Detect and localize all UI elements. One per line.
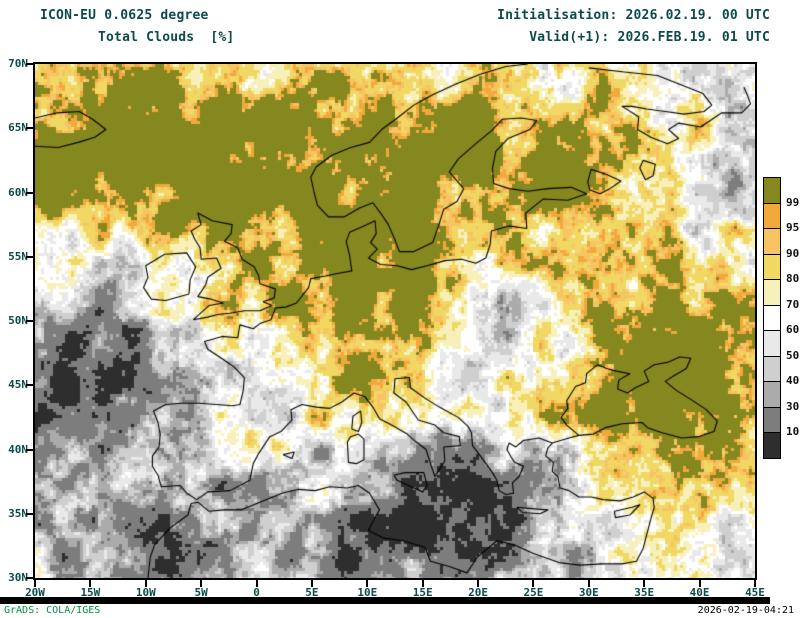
- lon-tick-mark: [144, 580, 147, 587]
- lon-tick-mark: [421, 580, 424, 587]
- lat-tick-mark: [26, 127, 33, 130]
- colorbar-tick-label: 40: [786, 374, 800, 387]
- lat-tick-label: 30N: [8, 571, 28, 584]
- lon-tick-label: 5W: [194, 586, 208, 599]
- grads-credit: GrADS: COLA/IGES: [4, 605, 101, 616]
- colorbar-block: [763, 253, 781, 280]
- lon-tick-label: 20W: [25, 586, 45, 599]
- lon-tick-label: 30E: [578, 586, 599, 599]
- lon-tick-label: 35E: [634, 586, 655, 599]
- colorbar-block: [763, 406, 781, 433]
- lon-tick-mark: [255, 580, 258, 587]
- lon-tick-mark: [532, 580, 535, 587]
- colorbar-tick-label: 70: [786, 297, 800, 311]
- colorbar-block: [763, 381, 781, 408]
- colorbar-block: [763, 177, 781, 204]
- lon-tick-label: 40E: [689, 586, 710, 599]
- colorbar-block: [763, 355, 781, 382]
- lon-tick-label: 5E: [305, 586, 319, 599]
- colorbar-block: [763, 202, 781, 229]
- lon-tick-mark: [366, 580, 369, 587]
- lon-tick-mark: [643, 580, 646, 587]
- lon-tick-mark: [698, 580, 701, 587]
- colorbar-block: [763, 432, 781, 459]
- creation-timestamp: 2026-02-19-04:21: [697, 605, 794, 616]
- lat-tick-mark: [26, 577, 33, 579]
- colorbar-block: [763, 304, 781, 331]
- lat-tick-label: 50N: [8, 314, 28, 327]
- colorbar-tick-label: 50: [786, 348, 800, 362]
- bottom-separator-bar: [0, 597, 770, 604]
- colorbar-tick-label: 10: [786, 425, 800, 438]
- lon-tick-mark: [587, 580, 590, 587]
- lon-tick-label: 15W: [80, 586, 101, 599]
- lon-tick-label: 45E: [745, 586, 765, 599]
- lon-tick-label: 10E: [357, 586, 378, 599]
- lon-tick-mark: [89, 580, 92, 587]
- lat-tick-mark: [26, 384, 33, 387]
- lon-tick-mark: [754, 580, 756, 587]
- lat-tick-mark: [26, 191, 33, 194]
- lon-tick-mark: [200, 580, 203, 587]
- lat-tick-label: 40N: [8, 442, 28, 456]
- total-clouds-map-canvas: [35, 64, 755, 578]
- lat-tick-label: 65N: [8, 121, 28, 135]
- lat-tick-label: 55N: [8, 249, 28, 263]
- colorbar-block: [763, 228, 781, 255]
- lat-tick-mark: [26, 448, 33, 451]
- lon-tick-label: 10W: [135, 586, 156, 599]
- lon-tick-label: 15E: [412, 586, 433, 599]
- colorbar-tick-label: 95: [786, 221, 800, 234]
- lon-tick-mark: [477, 580, 480, 587]
- map-frame: [33, 62, 757, 580]
- lat-tick-mark: [26, 512, 33, 515]
- colorbar-tick-label: 80: [786, 272, 800, 285]
- field-title: Total Clouds [%]: [98, 30, 235, 45]
- lon-tick-label: 0: [253, 586, 260, 599]
- lon-tick-label: 25E: [523, 586, 544, 599]
- init-time-label: Initialisation: 2026.02.19. 00 UTC: [497, 8, 770, 23]
- lon-tick-mark: [310, 580, 313, 587]
- colorbar-tick-label: 30: [786, 399, 800, 413]
- lat-tick-mark: [26, 320, 33, 322]
- colorbar-block: [763, 279, 781, 306]
- colorbar-block: [763, 330, 781, 357]
- lat-tick-label: 35N: [8, 506, 28, 520]
- model-title: ICON-EU 0.0625 degree: [40, 8, 209, 23]
- lat-tick-label: 70N: [8, 57, 28, 70]
- lat-tick-label: 45N: [8, 378, 28, 392]
- lat-tick-label: 60N: [8, 185, 28, 199]
- lat-tick-mark: [26, 255, 33, 258]
- colorbar-tick-label: 60: [786, 323, 800, 336]
- colorbar-tick-label: 90: [786, 246, 800, 260]
- lat-tick-mark: [26, 63, 33, 65]
- colorbar-tick-label: 99.5: [786, 195, 800, 209]
- lon-tick-label: 20E: [468, 586, 488, 599]
- lon-tick-mark: [34, 580, 36, 587]
- valid-time-label: Valid(+1): 2026.FEB.19. 01 UTC: [529, 30, 770, 45]
